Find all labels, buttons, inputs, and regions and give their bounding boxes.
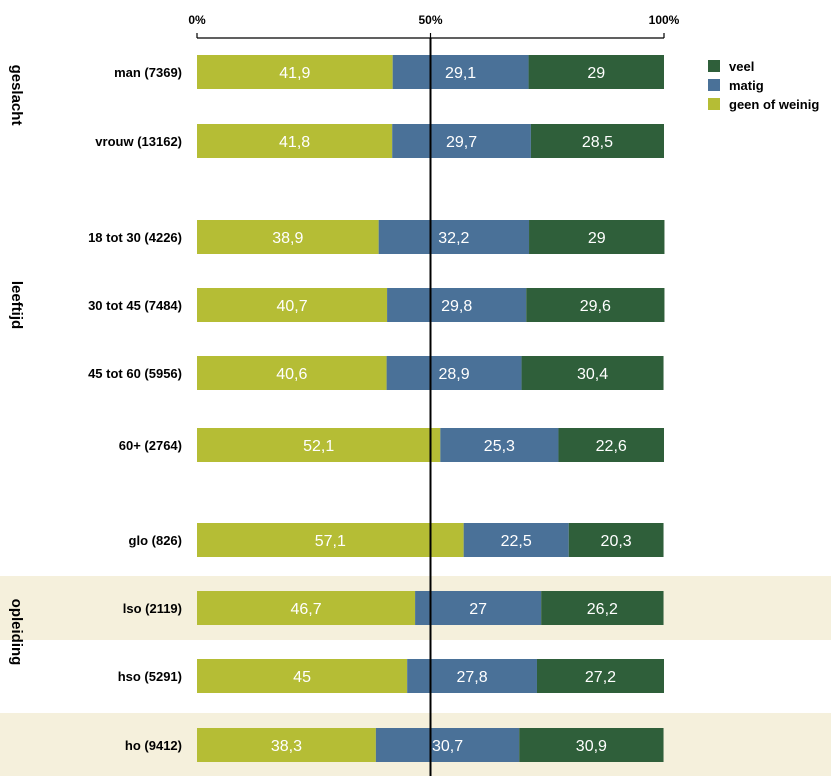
group-label-opleiding: opleiding [8,599,25,666]
bar-segment-geen-of-weinig [197,55,393,89]
bar-segment-veel [536,659,664,693]
legend-item-geen-of-weinig: geen of weinig [708,97,819,112]
bar-value-label: 29,7 [446,134,477,151]
group-labels: geslacht leeftijd opleiding [8,65,25,666]
bar-value-label: 40,7 [276,298,307,315]
bar-segment-matig [386,356,522,390]
category-label: 45 tot 60 (5956) [88,366,182,381]
bar-value-label: 29,1 [445,65,476,82]
group-label-leeftijd: leeftijd [8,281,25,329]
bar-segment-geen-of-weinig [197,356,387,390]
bar-value-label: 30,4 [577,366,608,383]
x-tick-label: 50% [418,13,442,27]
bar-value-label: 25,3 [484,438,515,455]
bars-layer: 41,9 29,1 29 41,8 29,7 28,5 38,9 32,2 29 40,7 29,8… [197,55,665,762]
category-label: glo (826) [129,533,182,548]
bar-segment-veel [528,55,664,89]
bar-segment-matig [463,523,569,557]
legend-swatch [708,98,720,110]
category-label: vrouw (13162) [95,134,182,149]
bar-value-label: 22,5 [501,533,532,550]
category-label: man (7369) [114,65,182,80]
bar-value-label: 28,5 [582,134,613,151]
bar-value-label: 22,6 [596,438,627,455]
bar-segment-geen-of-weinig [197,523,464,557]
bar-segment-matig [392,55,529,89]
bar-segment-matig [440,428,559,462]
category-label: lso (2119) [123,601,182,616]
legend-label: veel [729,59,754,74]
bar-segment-matig [392,124,531,158]
bar-segment-geen-of-weinig [197,591,416,625]
x-axis: 0% 50% 100% [188,13,680,39]
bar-segment-matig [378,220,530,254]
bar-value-label: 46,7 [290,601,321,618]
bar-segment-geen-of-weinig [197,728,376,762]
bar-value-label: 26,2 [587,601,618,618]
bar-segment-matig [375,728,520,762]
bar-segment-veel [529,220,665,254]
bar-value-label: 57,1 [315,533,346,550]
category-label: hso (5291) [118,669,182,684]
category-label: 60+ (2764) [119,438,182,453]
bar-segment-veel [541,591,664,625]
bar-value-label: 41,9 [279,65,310,82]
bar-segment-geen-of-weinig [197,428,441,462]
bar-segment-matig [415,591,542,625]
bar-value-label: 27 [469,601,487,618]
bar-segment-geen-of-weinig [197,288,388,322]
legend-swatch [708,79,720,91]
group-label-geslacht: geslacht [8,65,25,126]
bar-value-label: 30,7 [432,738,463,755]
bar-value-label: 32,2 [438,230,469,247]
bar-segment-geen-of-weinig [197,124,393,158]
bar-segment-veel [521,356,664,390]
legend-label: matig [729,78,764,93]
bar-value-label: 29 [587,65,605,82]
bar-value-label: 40,6 [276,366,307,383]
bar-value-label: 20,3 [601,533,632,550]
bar-value-label: 41,8 [279,134,310,151]
bar-segment-veel [530,124,664,158]
bar-value-label: 45 [293,669,311,686]
bar-value-label: 38,9 [272,230,303,247]
bar-segment-veel [568,523,664,557]
legend: veel matig geen of weinig [708,59,819,112]
bar-value-label: 28,9 [439,366,470,383]
bar-segment-veel [519,728,664,762]
category-label: 30 tot 45 (7484) [88,298,182,313]
bar-value-label: 38,3 [271,738,302,755]
bar-value-label: 30,9 [576,738,607,755]
category-label: 18 tot 30 (4226) [88,230,182,245]
bar-segment-geen-of-weinig [197,220,379,254]
legend-item-matig: matig [708,78,764,93]
bar-segment-veel [558,428,664,462]
category-labels: man (7369) vrouw (13162) 18 tot 30 (4226) 3… [88,65,182,753]
legend-swatch [708,60,720,72]
x-tick-label: 100% [649,13,680,27]
category-label: ho (9412) [125,738,182,753]
bar-value-label: 52,1 [303,438,334,455]
bar-segment-matig [407,659,537,693]
bar-segment-matig [387,288,527,322]
bar-value-label: 29,8 [441,298,472,315]
bar-value-label: 29 [588,230,606,247]
legend-item-veel: veel [708,59,754,74]
bar-segment-geen-of-weinig [197,659,408,693]
x-tick-label: 0% [188,13,206,27]
bar-segment-veel [526,288,665,322]
bar-value-label: 27,8 [456,669,487,686]
bar-value-label: 27,2 [585,669,616,686]
legend-label: geen of weinig [729,97,819,112]
bar-value-label: 29,6 [580,298,611,315]
